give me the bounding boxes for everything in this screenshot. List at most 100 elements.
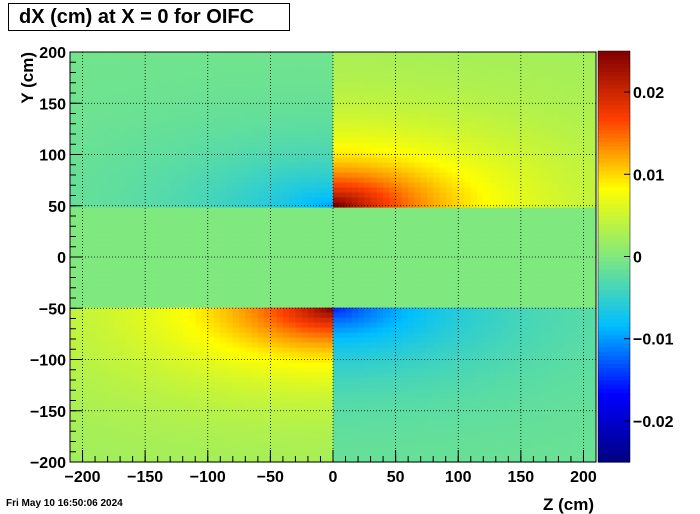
heatmap-cell	[395, 342, 403, 348]
heatmap-cell	[126, 412, 134, 418]
heatmap-cell	[408, 157, 416, 163]
heatmap-cell	[383, 272, 390, 278]
heatmap-cell	[214, 247, 221, 253]
heatmap-cell	[95, 97, 102, 103]
heatmap-cell	[358, 117, 365, 123]
heatmap-cell	[95, 242, 102, 248]
heatmap-cell	[170, 152, 178, 158]
heatmap-cell	[358, 247, 365, 253]
heatmap-cell	[383, 107, 390, 113]
heatmap-cell	[132, 382, 140, 388]
heatmap-cell	[245, 377, 253, 383]
heatmap-cell	[439, 397, 447, 403]
heatmap-cell	[226, 277, 234, 283]
heatmap-cell	[307, 217, 315, 223]
heatmap-cell	[351, 157, 359, 163]
heatmap-cell	[289, 172, 297, 178]
heatmap-cell	[151, 142, 159, 148]
heatmap-cell	[132, 77, 140, 83]
heatmap-cell	[214, 407, 221, 413]
heatmap-cell	[182, 97, 190, 103]
heatmap-cell	[88, 187, 96, 193]
heatmap-cell	[163, 392, 171, 398]
heatmap-cell	[163, 327, 171, 333]
heatmap-cell	[151, 452, 159, 458]
heatmap-cell	[170, 197, 178, 203]
heatmap-cell	[132, 282, 140, 288]
heatmap-cell	[282, 167, 290, 173]
heatmap-cell	[207, 217, 215, 223]
heatmap-cell	[226, 342, 234, 348]
heatmap-cell	[182, 157, 190, 163]
heatmap-cell	[383, 362, 390, 368]
heatmap-cell	[414, 232, 422, 238]
heatmap-cell	[376, 367, 384, 373]
heatmap-cell	[120, 312, 127, 318]
heatmap-cell	[326, 102, 334, 108]
heatmap-cell	[76, 457, 84, 463]
heatmap-cell	[264, 177, 271, 183]
heatmap-cell	[145, 427, 153, 433]
heatmap-cell	[126, 337, 134, 343]
heatmap-cell	[163, 212, 171, 218]
heatmap-cell	[295, 367, 303, 373]
heatmap-cell	[414, 252, 422, 258]
heatmap-cell	[339, 112, 347, 118]
heatmap-cell	[289, 177, 297, 183]
heatmap-cell	[157, 307, 165, 313]
heatmap-cell	[389, 127, 397, 133]
heatmap-cell	[401, 177, 409, 183]
heatmap-cell	[207, 102, 215, 108]
heatmap-cell	[295, 217, 303, 223]
heatmap-cell	[138, 327, 146, 333]
heatmap-cell	[76, 92, 84, 98]
heatmap-cell	[145, 457, 153, 463]
heatmap-cell	[439, 137, 447, 143]
heatmap-cell	[157, 292, 165, 298]
heatmap-cell	[320, 432, 328, 438]
heatmap-cell	[401, 132, 409, 138]
heatmap-cell	[408, 242, 416, 248]
heatmap-cell	[195, 52, 203, 58]
heatmap-cell	[120, 377, 127, 383]
heatmap-cell	[420, 312, 428, 318]
heatmap-cell	[232, 322, 240, 328]
heatmap-cell	[251, 142, 259, 148]
heatmap-cell	[201, 127, 209, 133]
heatmap-cell	[401, 187, 409, 193]
heatmap-cell	[307, 207, 315, 213]
heatmap-cell	[145, 242, 153, 248]
heatmap-cell	[301, 272, 309, 278]
heatmap-cell	[120, 222, 127, 228]
heatmap-cell	[95, 272, 102, 278]
heatmap-cell	[264, 142, 271, 148]
heatmap-cell	[107, 322, 115, 328]
heatmap-cell	[220, 307, 228, 313]
heatmap-cell	[214, 337, 221, 343]
heatmap-cell	[282, 247, 290, 253]
heatmap-cell	[307, 57, 315, 63]
heatmap-cell	[182, 172, 190, 178]
heatmap-cell	[239, 117, 246, 123]
heatmap-cell	[383, 127, 390, 133]
heatmap-cell	[351, 137, 359, 143]
heatmap-cell	[82, 107, 90, 113]
heatmap-cell	[214, 197, 221, 203]
heatmap-cell	[232, 147, 240, 153]
heatmap-cell	[301, 77, 309, 83]
heatmap-cell	[351, 252, 359, 258]
heatmap-cell	[132, 432, 140, 438]
heatmap-cell	[358, 137, 365, 143]
heatmap-cell	[389, 427, 397, 433]
heatmap-cell	[370, 152, 378, 158]
heatmap-cell	[339, 262, 347, 268]
heatmap-cell	[176, 207, 184, 213]
heatmap-cell	[326, 387, 334, 393]
heatmap-cell	[201, 217, 209, 223]
heatmap-cell	[101, 397, 109, 403]
heatmap-cell	[345, 222, 353, 228]
heatmap-cell	[126, 357, 134, 363]
heatmap-cell	[289, 232, 297, 238]
heatmap-cell	[95, 352, 102, 358]
heatmap-cell	[163, 77, 171, 83]
